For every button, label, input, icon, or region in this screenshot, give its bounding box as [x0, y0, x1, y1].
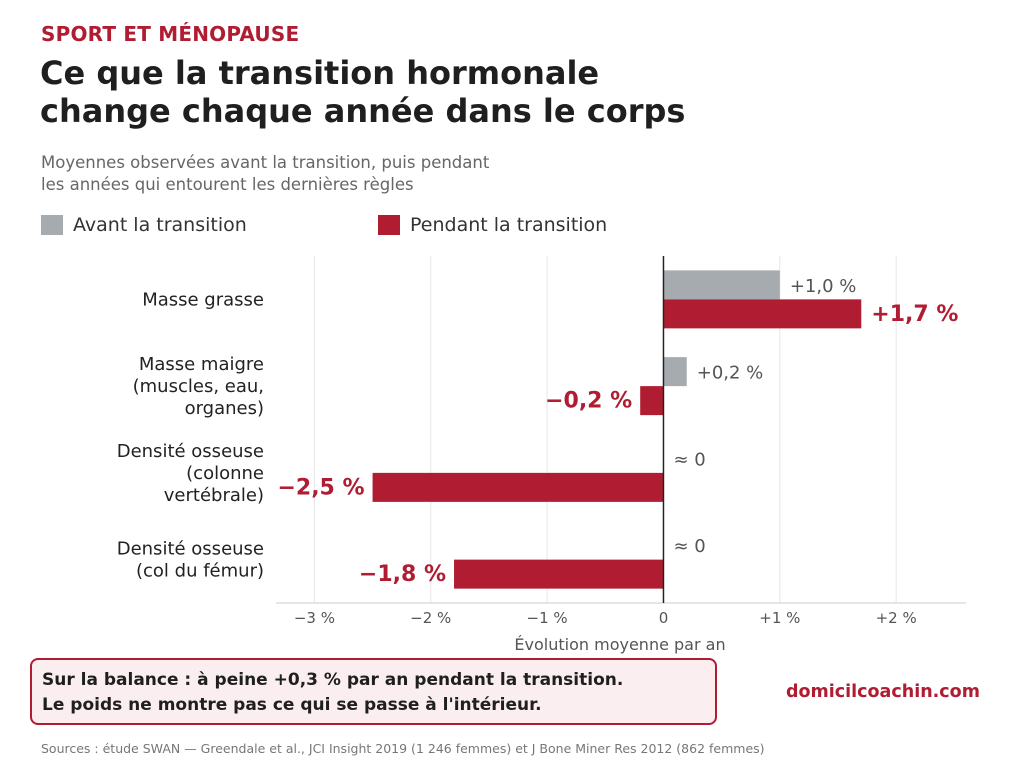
category-label: organes) [185, 398, 264, 419]
x-tick-label: +2 % [876, 609, 917, 627]
category-label: (colonne [186, 463, 264, 484]
data-label-avant: ≈ 0 [673, 449, 705, 470]
legend-swatch-pendant [378, 215, 400, 235]
x-axis-title: Évolution moyenne par an [514, 635, 725, 654]
bar-pendant [663, 299, 862, 329]
category-label: (muscles, eau, [133, 376, 264, 397]
category-label: vertébrale) [164, 485, 264, 506]
data-label-pendant: −1,8 % [359, 562, 446, 587]
category-label: Densité osseuse [117, 441, 264, 462]
legend-item-avant: Avant la transition [41, 213, 247, 237]
category-label: Masse maigre [139, 354, 264, 375]
data-label-pendant: −2,5 % [277, 475, 364, 500]
x-tick-label: −3 % [294, 609, 335, 627]
website-label: domicilcoachin.com [786, 682, 980, 702]
bar-pendant [454, 559, 664, 589]
kicker-label: SPORT ET MÉNOPAUSE [41, 22, 300, 46]
callout-line-2: Le poids ne montre pas ce qui se passe à… [42, 695, 542, 715]
title-line-1: Ce que la transition hormonale [40, 54, 600, 92]
title-line-2: change chaque année dans le corps [40, 92, 686, 130]
category-label: Densité osseuse [117, 539, 264, 560]
x-tick-label: 0 [659, 609, 669, 627]
x-tick-label: −1 % [527, 609, 568, 627]
bar-avant [663, 357, 687, 387]
callout-box: Sur la balance : à peine +0,3 % par an p… [30, 658, 717, 725]
legend-swatch-avant [41, 215, 63, 235]
subtitle-line-2: les années qui entourent les dernières r… [41, 175, 414, 194]
x-tick-label: +1 % [759, 609, 800, 627]
legend-label-pendant: Pendant la transition [410, 214, 608, 236]
callout-line-1: Sur la balance : à peine +0,3 % par an p… [42, 670, 624, 690]
category-label: (col du fémur) [136, 561, 264, 582]
subtitle-line-1: Moyennes observées avant la transition, … [41, 153, 490, 172]
bar-chart: −3 % −2 % −1 % 0 +1 % +2 % Masse grasse +1,0 % +… [117, 256, 966, 654]
data-label-pendant: −0,2 % [545, 389, 632, 414]
data-label-avant: +1,0 % [790, 276, 857, 297]
legend-item-pendant: Pendant la transition [378, 213, 607, 237]
data-label-avant: ≈ 0 [673, 536, 705, 557]
sources-note: Sources : étude SWAN — Greendale et al.,… [41, 741, 765, 756]
subtitle: Moyennes observées avant la transition, … [41, 152, 641, 196]
data-label-pendant: +1,7 % [871, 302, 958, 327]
bar-pendant [640, 386, 664, 416]
page-title: Ce que la transition hormonale change ch… [40, 54, 940, 130]
data-label-avant: +0,2 % [697, 363, 764, 384]
bar-pendant [372, 472, 664, 502]
legend-label-avant: Avant la transition [73, 214, 247, 236]
bar-avant [663, 270, 780, 300]
x-tick-label: −2 % [410, 609, 451, 627]
category-label: Masse grasse [142, 289, 264, 310]
